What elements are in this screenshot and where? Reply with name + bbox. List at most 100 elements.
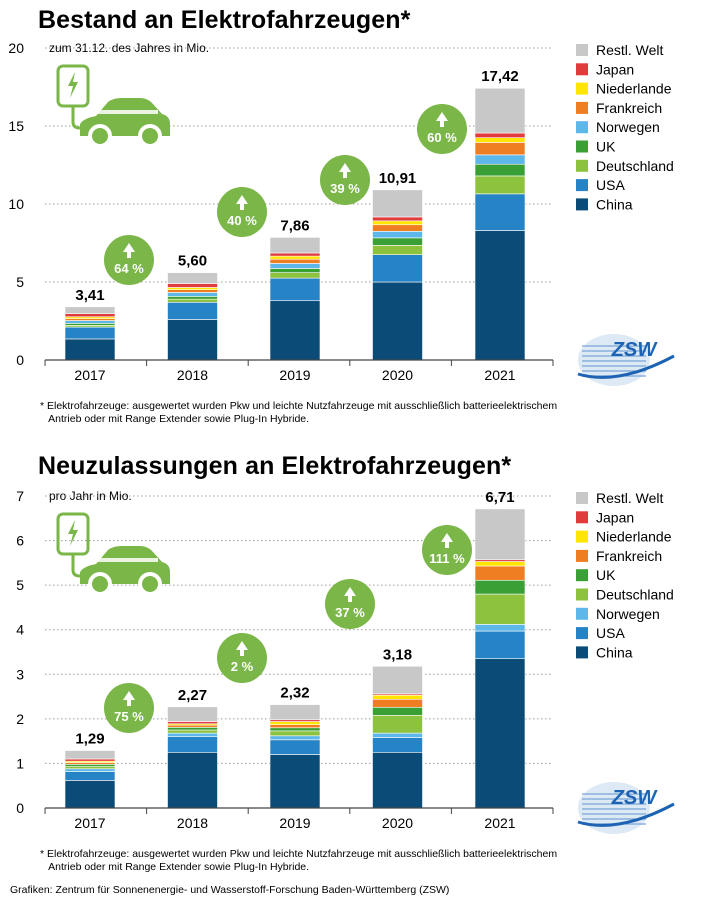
bar-segment-norwegen-2017: [64, 768, 116, 772]
growth-badge: 60 %: [417, 104, 467, 154]
up-arrow-icon: [344, 587, 356, 602]
car-wheel-rear: [138, 124, 162, 148]
x-tick-label: 2020: [382, 367, 413, 383]
bar-segment-uk-2021: [474, 163, 526, 177]
bar-group-2018: [167, 706, 218, 809]
growth-badge: 75 %: [104, 683, 154, 733]
chart2-title: Neuzulassungen an Elektrofahrzeugen*: [38, 452, 512, 480]
ev-charging-car-icon: [56, 64, 170, 148]
bar-segment-china-2020: [372, 751, 423, 809]
bar-segment-usa-2017: [64, 771, 116, 781]
bar-segment-deutschland-2020: [372, 245, 423, 255]
growth-badge: 40 %: [217, 187, 267, 237]
growth-label: 111 %: [429, 551, 465, 566]
bar-segment-deutschland-2019: [269, 730, 321, 737]
y-tick-label: 2: [16, 711, 24, 727]
x-tick-label: 2020: [382, 815, 413, 831]
bar-segment-frankreich-2020: [372, 698, 423, 708]
bar-segment-usa-2019: [269, 739, 321, 755]
total-label: 1,29: [75, 731, 104, 748]
chart1-footnote: * Elektrofahrzeuge: ausgewertet wurden P…: [40, 400, 660, 426]
bar-segment-restl-welt-2017: [64, 306, 116, 314]
zsw-logo-text: ZSW: [611, 339, 659, 361]
growth-label: 64 %: [114, 261, 144, 276]
y-tick-label: 3: [16, 666, 24, 682]
up-arrow-icon: [436, 112, 448, 127]
bar-group-2019: [269, 704, 321, 809]
bar-segment-niederlande-2019: [269, 721, 321, 725]
bar-segment-japan-2020: [372, 216, 423, 222]
bar-group-2017: [64, 306, 116, 361]
chart1-title: Bestand an Elektrofahrzeugen*: [38, 6, 411, 34]
bar-segment-usa-2018: [167, 736, 218, 753]
total-label: 10,91: [379, 170, 417, 187]
bar-segment-china-2017: [64, 780, 116, 809]
bar-segment-usa-2021: [474, 193, 526, 231]
growth-badge-circle: [104, 235, 154, 285]
up-arrow-icon: [339, 163, 351, 178]
growth-badge: 64 %: [104, 235, 154, 285]
bar-segment-frankreich-2018: [167, 724, 218, 728]
x-tick-label: 2017: [74, 815, 105, 831]
chart2-footnote: * Elektrofahrzeuge: ausgewertet wurden P…: [40, 848, 660, 874]
growth-badge: 111 %: [422, 525, 472, 575]
chart2-footnote-line-2: Antrieb oder mit Range Extender sowie Pl…: [40, 861, 310, 873]
total-label: 3,18: [383, 646, 412, 663]
bar-segment-deutschland-2018: [167, 729, 218, 734]
bar-segment-usa-2021: [474, 630, 526, 659]
bar-segment-restl-welt-2020: [372, 665, 423, 695]
bar-segment-china-2021: [474, 658, 526, 809]
bar-segment-norwegen-2019: [269, 263, 321, 269]
x-tick-label: 2017: [74, 367, 105, 383]
chart1-footnote-line-1: * Elektrofahrzeuge: ausgewertet wurden P…: [40, 400, 558, 412]
legend-swatch-niederlande: [576, 82, 588, 95]
bar-segment-china-2019: [269, 754, 321, 809]
legend-label: Restl. Welt: [596, 42, 664, 58]
zsw-logo: ZSW: [577, 782, 675, 834]
bar-segment-niederlande-2020: [372, 220, 423, 226]
charging-cable: [71, 554, 84, 578]
bar-segment-norwegen-2021: [474, 624, 526, 632]
bar-segment-japan-2018: [167, 283, 218, 288]
car-wheel-front: [88, 124, 112, 148]
total-label: 2,27: [178, 687, 207, 704]
legend-swatch-restl-welt: [576, 492, 588, 504]
bar-segment-deutschland-2020: [372, 714, 423, 734]
x-tick-label: 2018: [177, 367, 208, 383]
total-label: 5,60: [178, 253, 207, 270]
legend-swatch-norwegen: [576, 121, 588, 134]
bar-segment-china-2019: [269, 300, 321, 361]
bar-segment-frankreich-2018: [167, 289, 218, 293]
total-label: 7,86: [280, 217, 309, 234]
bar-segment-norwegen-2018: [167, 732, 218, 737]
legend-label: Norwegen: [596, 606, 660, 622]
zsw-logo-swoosh: [577, 802, 675, 827]
bar-group-2018: [167, 272, 218, 361]
car-window-line: [96, 558, 158, 562]
bar-group-2017: [64, 750, 116, 809]
bar-segment-uk-2018: [167, 727, 218, 731]
growth-badge-circle: [104, 683, 154, 733]
y-tick-label: 0: [16, 800, 24, 816]
growth-label: 37 %: [335, 605, 365, 620]
bar-segment-restl-welt-2020: [372, 189, 423, 218]
bar-group-2020: [372, 189, 423, 361]
bar-segment-usa-2018: [167, 301, 218, 320]
bar-segment-china-2018: [167, 751, 218, 809]
bar-segment-norwegen-2020: [372, 732, 423, 738]
bar-segment-frankreich-2021: [474, 565, 526, 581]
y-tick-label: 5: [16, 577, 24, 593]
legend-swatch-deutschland: [576, 159, 588, 172]
bar-segment-japan-2019: [269, 252, 321, 257]
y-tick-label: 0: [16, 352, 24, 368]
bar-segment-niederlande-2021: [474, 561, 526, 567]
bar-segment-niederlande-2020: [372, 694, 423, 700]
total-label: 3,41: [75, 287, 104, 304]
legend-label: UK: [596, 139, 616, 155]
zsw-logo: ZSW: [577, 334, 675, 386]
legend-swatch-frankreich: [576, 549, 588, 562]
legend-label: Frankreich: [596, 548, 662, 564]
bar-segment-frankreich-2021: [474, 142, 526, 156]
growth-label: 75 %: [114, 709, 144, 724]
legend-swatch-norwegen: [576, 607, 588, 620]
